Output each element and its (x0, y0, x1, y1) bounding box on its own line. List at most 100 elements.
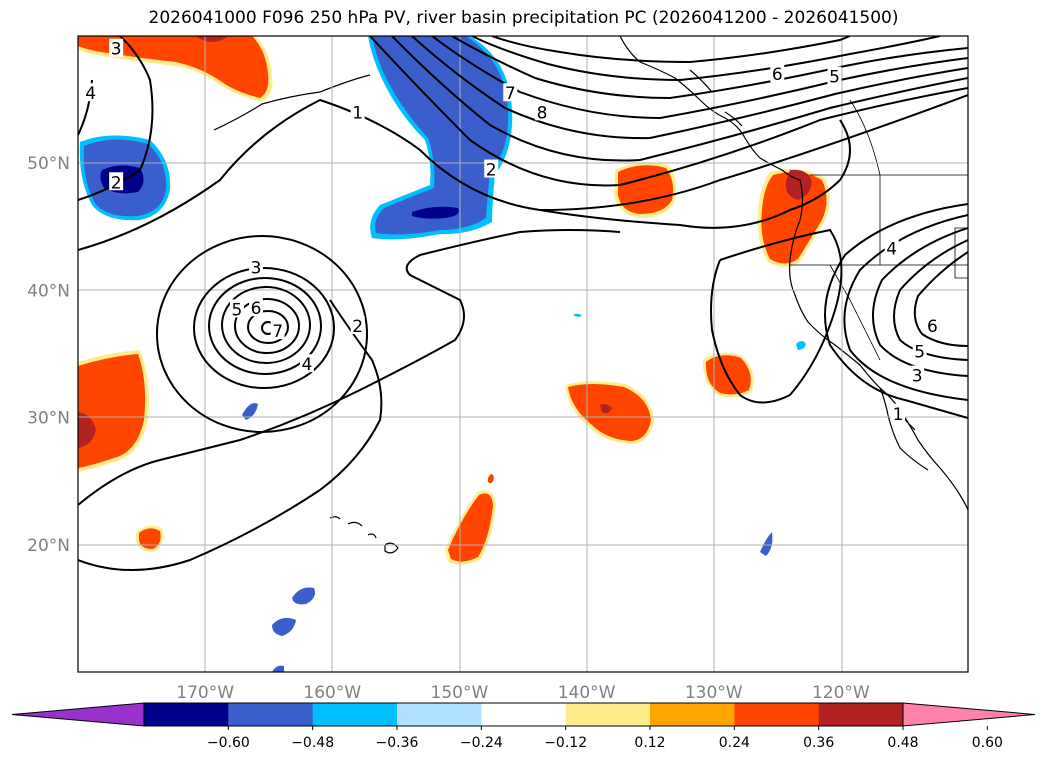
colorbar-segment (397, 703, 482, 726)
contour-label-background (912, 341, 927, 360)
contour-label: 4 (301, 355, 312, 375)
contour-label: 2 (352, 317, 363, 337)
colorbar-segment (818, 703, 904, 726)
contour-label: 6 (251, 299, 262, 319)
colorbar-segment (734, 703, 820, 726)
contour-label: 2 (486, 161, 497, 181)
lat-tick-label: 30°N (27, 409, 70, 429)
contour-label: 5 (914, 342, 925, 362)
contour-label-background (270, 321, 285, 340)
contour-label: 5 (232, 300, 243, 320)
coastlines (213, 36, 968, 554)
colorbar-extend-low (11, 702, 145, 727)
contour-label: 1 (352, 103, 363, 123)
lon-tick-label: 170°W (176, 683, 234, 703)
contour-label-background (910, 365, 925, 384)
contour-label-background (229, 299, 244, 318)
contour-label-background (350, 102, 365, 121)
colorbar-segment (565, 703, 651, 726)
longitude-tick-labels: 170°W 160°W 150°W 140°W 130°W 120°W (176, 683, 870, 703)
colorbar-tick-labels: −0.60 −0.48 −0.36 −0.24 −0.12 0.12 0.24 0.36 0.4… (207, 726, 1003, 751)
colorbar-tick-label: −0.48 (291, 735, 334, 751)
pv-contour-ring (208, 277, 322, 375)
lon-tick-label: 140°W (558, 683, 616, 703)
lon-tick-label: 160°W (303, 683, 361, 703)
contour-label: 5 (829, 68, 840, 88)
negative-precip-patch (760, 532, 773, 556)
lat-tick-label: 50°N (27, 154, 70, 174)
colorbar-tick-label: −0.12 (544, 735, 587, 751)
contour-label-background (249, 257, 263, 276)
negative-precip-patch (242, 403, 258, 420)
lon-tick-label: 120°W (812, 683, 870, 703)
negative-precip-patch (272, 617, 296, 636)
pv-contour-ring (234, 298, 300, 354)
contour-label: 2 (111, 173, 122, 193)
contour-label-background (83, 83, 98, 102)
pv-contour-ring (193, 267, 335, 389)
colorbar-tick-label: −0.24 (460, 735, 503, 751)
contour-label-background (770, 64, 785, 83)
lat-tick-label: 40°N (27, 281, 70, 301)
pv-contour-ring (221, 286, 311, 364)
negative-precip-patch (573, 313, 582, 317)
contour-label: 3 (111, 40, 122, 60)
colorbar-extend-high (902, 702, 1036, 727)
colorbar-tick-label: 0.60 (972, 735, 1003, 751)
lon-tick-label: 150°W (431, 683, 489, 703)
contour-label: 7 (272, 322, 283, 342)
lon-tick-label: 130°W (685, 683, 743, 703)
colorbar-tick-label: 0.24 (719, 735, 750, 751)
colorbar-segment (228, 703, 314, 726)
colorbar-tick-label: −0.36 (376, 735, 419, 751)
negative-precip-patch (796, 341, 806, 350)
graticule (78, 36, 968, 672)
colorbar-segment (481, 703, 567, 726)
lat-tick-label: 20°N (27, 536, 70, 556)
contour-label-background (884, 238, 899, 257)
colorbar-segment (144, 703, 229, 726)
contour-label: 8 (537, 103, 548, 123)
colorbar-frame (143, 702, 904, 727)
positive-precip-field-gulf (614, 162, 677, 218)
colorbar-tick-label: 0.12 (634, 735, 665, 751)
contour-label-background (891, 403, 906, 422)
contour-label-background (503, 83, 518, 102)
colorbar-segment (650, 703, 735, 726)
map-title: 2026041000 F096 250 hPa PV, river basin … (148, 8, 899, 28)
contour-label-background (109, 38, 124, 57)
pv-contours (78, 36, 968, 571)
positive-precip-field-west-pac (78, 350, 149, 472)
contour-label: 6 (927, 317, 938, 337)
latitude-tick-labels: 50°N 40°N 30°N 20°N (27, 154, 70, 556)
contour-label-background (249, 298, 263, 317)
contour-label-background (350, 316, 365, 335)
positive-precip-field-topleft (78, 36, 273, 102)
colorbar-tick-label: 0.36 (803, 735, 834, 751)
colorbar: −0.60 −0.48 −0.36 −0.24 −0.12 0.12 0.24 0.36 0.4… (11, 702, 1036, 751)
positive-precip-field-california (702, 352, 754, 398)
contour-label-background (299, 354, 314, 373)
negative-precip-patch (292, 587, 315, 605)
contour-label: 3 (912, 367, 923, 387)
pv-contour-ring (156, 235, 368, 433)
contour-label: 6 (772, 65, 783, 85)
pv-contour-ring (247, 310, 289, 344)
contour-label-background (109, 172, 124, 191)
contour-label: 7 (505, 84, 516, 104)
map-frame (77, 35, 969, 673)
contour-label-background (925, 316, 940, 335)
contour-label-background (535, 102, 550, 121)
contour-label: 3 (251, 259, 262, 279)
contour-label-background (484, 159, 499, 178)
negative-precip-patch (272, 665, 284, 672)
colorbar-tick-label: 0.48 (887, 735, 918, 751)
contour-label: 4 (886, 239, 897, 259)
contour-label: 1 (893, 405, 904, 425)
colorbar-segment (312, 703, 398, 726)
contour-label: 4 (85, 84, 96, 104)
colorbar-tick-label: −0.60 (207, 735, 250, 751)
